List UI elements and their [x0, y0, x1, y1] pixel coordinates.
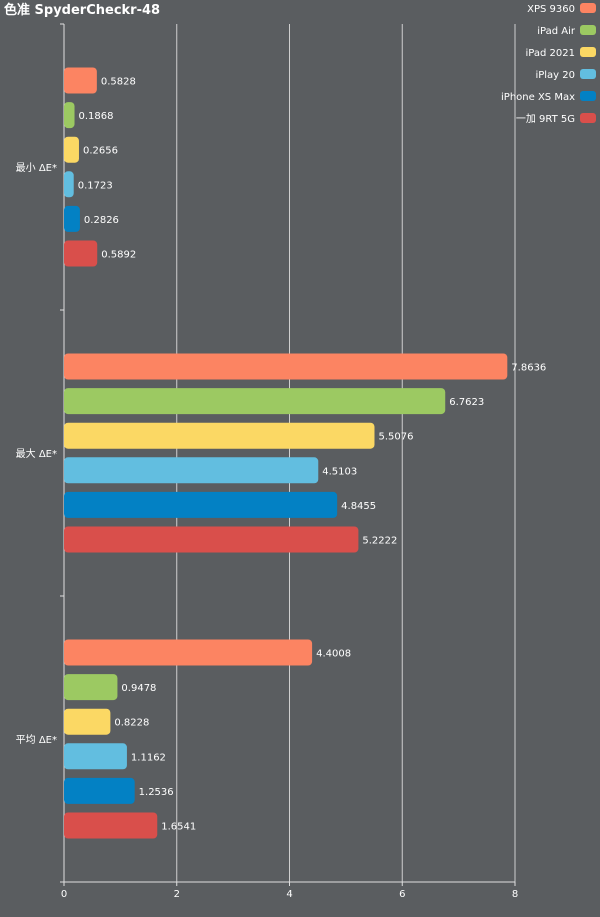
bar-value-label: 0.9478 — [121, 683, 156, 694]
bar-value-label: 1.6541 — [161, 822, 196, 833]
legend-swatch — [580, 47, 596, 57]
bar[interactable] — [64, 639, 313, 666]
legend-label: XPS 9360 — [527, 4, 575, 15]
legend-swatch — [580, 3, 596, 13]
legend-item[interactable]: iPhone XS Max — [501, 91, 596, 103]
bar[interactable] — [64, 743, 127, 770]
legend-swatch — [580, 113, 596, 123]
bar-value-label: 0.2656 — [83, 146, 118, 157]
axes: 0 2 4 6 8 最小 ΔE* 最大 ΔE* 平均 ΔE* — [16, 23, 518, 900]
bar[interactable] — [64, 353, 508, 380]
bar[interactable] — [64, 67, 97, 94]
bar-value-label: 4.8455 — [341, 501, 376, 512]
bar-value-label: 0.1723 — [78, 180, 113, 191]
legend-swatch — [580, 91, 596, 101]
chart-title: 色准 SpyderCheckr-48 — [4, 2, 160, 18]
bar-value-label: 4.5103 — [322, 466, 357, 477]
legend-swatch — [580, 69, 596, 79]
bar-value-label: 6.7623 — [449, 397, 484, 408]
bars: 0.5828 0.1868 0.2656 0.1723 0.2826 0.5892 7.86… — [64, 67, 546, 839]
y-category-label: 平均 ΔE* — [16, 734, 57, 746]
bar-value-label: 0.1868 — [79, 111, 114, 122]
bar-value-label: 0.2826 — [84, 215, 119, 226]
bar-value-label: 5.2222 — [362, 536, 397, 547]
bar-value-label: 0.5828 — [101, 77, 136, 88]
bar-value-label: 5.5076 — [378, 432, 413, 443]
x-tick-label: 8 — [512, 889, 518, 900]
bar[interactable] — [64, 171, 74, 198]
bar[interactable] — [64, 102, 75, 129]
bar[interactable] — [64, 708, 111, 735]
grid — [176, 24, 516, 882]
bar-value-label: 0.5892 — [101, 250, 136, 261]
bar-value-label: 4.4008 — [316, 649, 351, 660]
legend-label: iPhone XS Max — [501, 92, 575, 103]
legend-item[interactable]: XPS 9360 — [527, 3, 596, 15]
bar[interactable] — [64, 812, 158, 839]
x-tick-label: 0 — [61, 889, 67, 900]
bar-value-label: 1.2536 — [139, 787, 174, 798]
legend-label: 一加 9RT 5G — [516, 113, 575, 125]
bar[interactable] — [64, 674, 118, 701]
legend-label: iPlay 20 — [535, 70, 575, 81]
bar-value-label: 1.1162 — [131, 752, 166, 763]
y-category-label: 最小 ΔE* — [16, 162, 57, 174]
legend-item[interactable]: iPad Air — [537, 25, 596, 37]
x-tick-label: 4 — [286, 889, 292, 900]
bar[interactable] — [64, 388, 446, 415]
legend-label: iPad Air — [537, 26, 576, 37]
bar[interactable] — [64, 136, 79, 163]
bar[interactable] — [64, 777, 135, 804]
y-category-label: 最大 ΔE* — [16, 447, 57, 460]
x-tick-label: 2 — [174, 889, 180, 900]
bar[interactable] — [64, 526, 359, 553]
bar[interactable] — [64, 205, 80, 232]
legend-item[interactable]: iPlay 20 — [535, 69, 596, 81]
bar-value-label: 0.8228 — [114, 718, 149, 729]
legend-item[interactable]: iPad 2021 — [526, 47, 596, 59]
bar[interactable] — [64, 491, 338, 518]
legend[interactable]: XPS 9360 iPad Air iPad 2021 iPlay 20 iPhone … — [501, 3, 596, 125]
legend-item[interactable]: 一加 9RT 5G — [516, 113, 596, 125]
bar[interactable] — [64, 422, 375, 449]
bar[interactable] — [64, 240, 98, 267]
bar-value-label: 7.8636 — [511, 363, 546, 374]
x-tick-label: 6 — [399, 889, 405, 900]
bar[interactable] — [64, 457, 319, 484]
legend-label: iPad 2021 — [526, 48, 575, 59]
legend-swatch — [580, 25, 596, 35]
